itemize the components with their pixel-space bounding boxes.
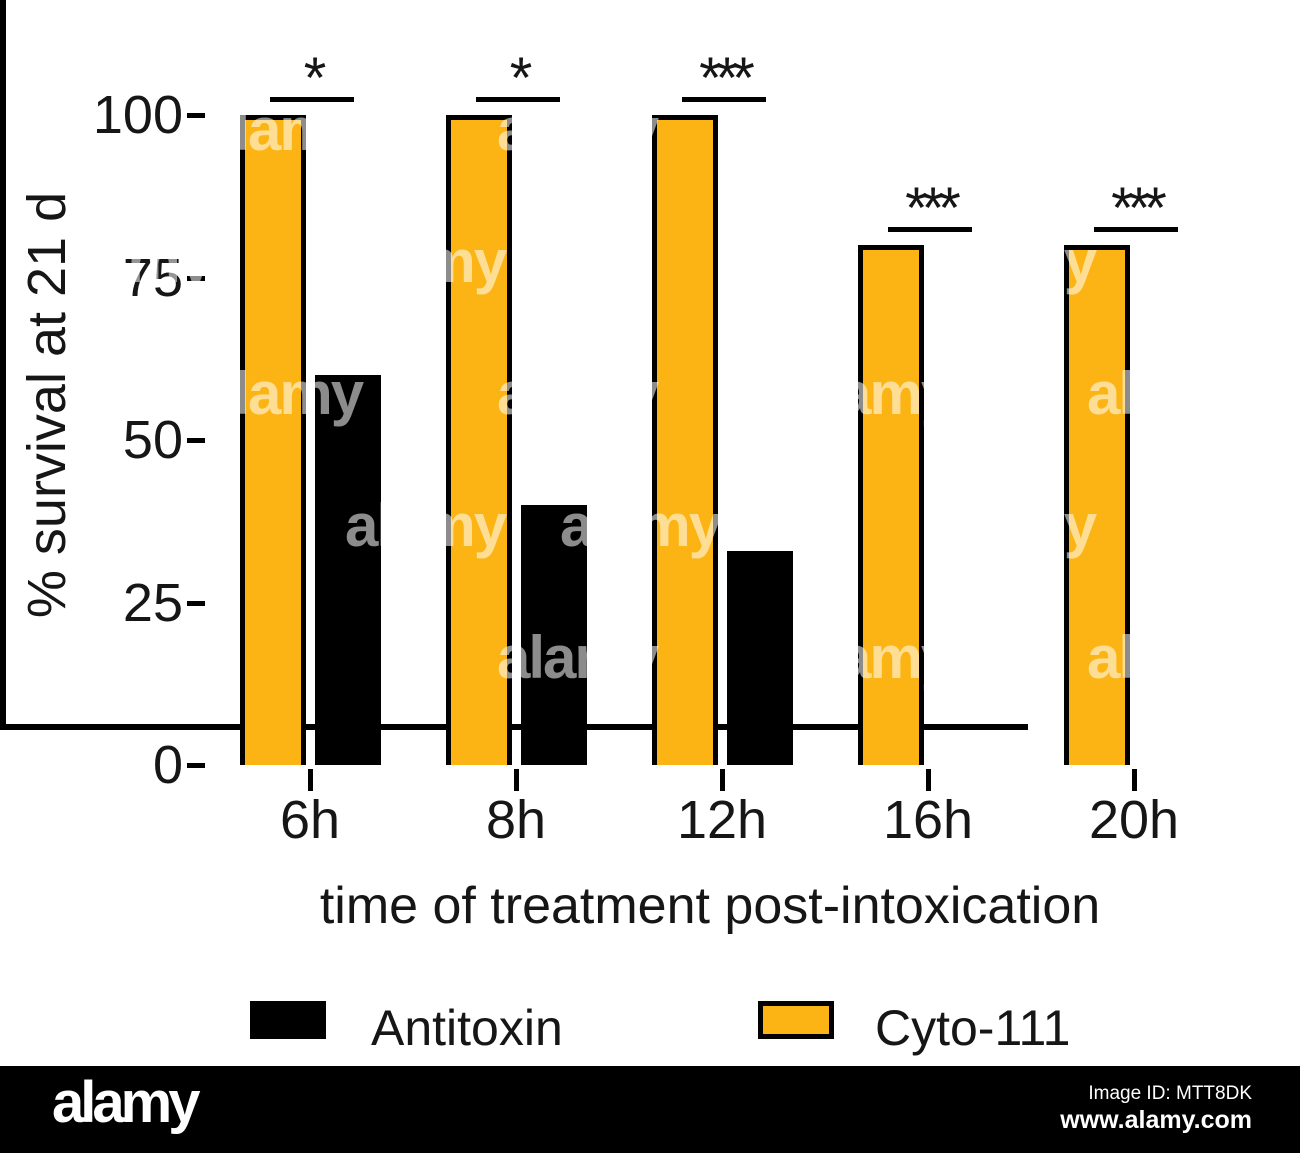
x-tick-label-6h: 6h (279, 790, 341, 850)
alamy-footer-bar: alamy Image ID: MTT8DK www.alamy.com (0, 1066, 1300, 1153)
y-tick-label-75: 75 (122, 247, 183, 308)
bar-antitoxin-8h (521, 505, 587, 765)
legend-label-antitoxin: Antitoxin (371, 1000, 563, 1056)
bar-antitoxin-6h (315, 375, 381, 765)
y-tick-25 (187, 600, 205, 606)
x-axis-title: time of treatment post-intoxication (319, 877, 1101, 935)
x-tick-label-16h: 16h (882, 790, 974, 850)
x-tick-8h (514, 769, 519, 791)
bar-cyto-111-16h (858, 245, 924, 765)
significance-stars-12h: *** (699, 46, 755, 111)
footer-credit: Image ID: MTT8DK www.alamy.com (1060, 1082, 1252, 1134)
bar-chart-plot-area: * 6h * 8h *** 12h *** 16h *** 20h 0 25 50 75 100 alamy a… (0, 0, 1300, 848)
significance-stars-8h: * (509, 46, 533, 111)
y-tick-50 (187, 438, 205, 443)
y-tick-label-50: 50 (122, 410, 183, 470)
y-axis-title: % survival at 21 d (17, 191, 77, 619)
y-tick-100 (187, 113, 205, 118)
x-axis-line (0, 724, 1028, 730)
alamy-watermark-word: alamy (792, 96, 954, 163)
alamy-watermark-word: alamy (1230, 228, 1300, 295)
significance-line-12h (682, 97, 766, 102)
alamy-url-text: www.alamy.com (1060, 1106, 1252, 1134)
alamy-watermark-word: alamy (1087, 96, 1249, 163)
significance-stars-20h: *** (1111, 176, 1167, 241)
legend-swatch-antitoxin (250, 1001, 326, 1039)
bar-antitoxin-12h (727, 550, 793, 765)
bar-cyto-111-6h (240, 115, 306, 765)
legend-swatch-cyto-111 (758, 1001, 834, 1039)
significance-stars-6h: * (303, 46, 327, 111)
significance-stars-16h: *** (905, 176, 961, 241)
significance-line-6h (270, 97, 354, 102)
bar-cyto-111-20h (1064, 245, 1130, 765)
y-tick-label-100: 100 (92, 85, 183, 145)
alamy-watermark-word: alamy (497, 360, 659, 427)
legend-label-cyto-111: Cyto-111 (875, 1000, 1071, 1056)
y-tick-75 (187, 275, 205, 281)
significance-line-8h (476, 97, 560, 102)
y-tick-label-25: 25 (122, 572, 183, 633)
x-tick-6h (308, 769, 313, 791)
legend: Antitoxin Cyto-111 (0, 995, 1300, 1056)
bar-cyto-111-12h (652, 115, 718, 765)
y-axis-line (0, 0, 6, 724)
x-tick-label-12h: 12h (676, 790, 768, 850)
alamy-logo: alamy (52, 1070, 200, 1135)
significance-line-16h (888, 227, 972, 232)
image-id-text: Image ID: MTT8DK (1088, 1083, 1252, 1104)
bar-cyto-111-8h (446, 115, 512, 765)
x-tick-label-20h: 20h (1088, 790, 1180, 850)
y-tick-label-0: 0 (152, 735, 183, 795)
x-tick-16h (926, 769, 931, 791)
significance-line-20h (1094, 227, 1178, 232)
x-tick-label-8h: 8h (485, 790, 547, 850)
x-tick-20h (1132, 769, 1137, 791)
x-tick-12h (720, 769, 725, 791)
y-tick-0 (187, 763, 205, 768)
